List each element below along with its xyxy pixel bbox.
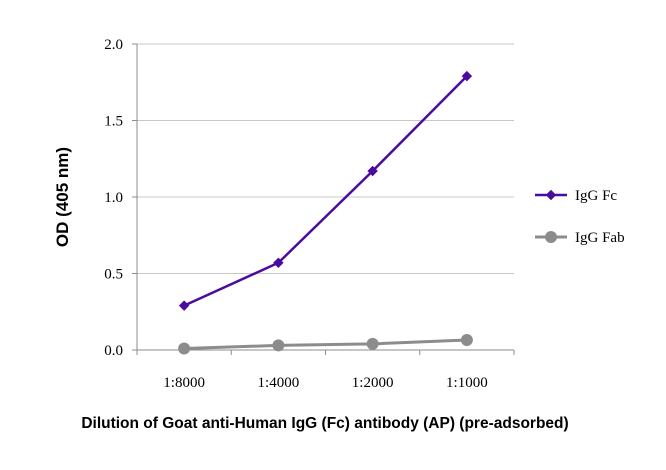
- y-tick-labels: 0.0 0.5 1.0 1.5 2.0: [104, 37, 123, 359]
- data-point: [178, 300, 190, 311]
- x-tick-label: 1:4000: [258, 375, 300, 391]
- y-tick-label: 2.0: [104, 37, 123, 53]
- y-tick-label: 0.5: [104, 267, 123, 283]
- x-tick-labels: 1:8000 1:4000 1:2000 1:1000: [163, 375, 487, 391]
- data-point: [273, 257, 284, 268]
- x-axis-label: Dilution of Goat anti-Human IgG (Fc) ant…: [81, 415, 568, 432]
- y-tick-label: 1.5: [104, 114, 123, 130]
- data-point: [272, 339, 285, 352]
- data-point: [367, 165, 378, 177]
- y-tick-label: 1.0: [104, 190, 123, 206]
- data-point: [366, 337, 379, 350]
- data-point: [178, 342, 191, 355]
- data-point: [460, 334, 473, 347]
- series-igg-fc: [178, 70, 473, 311]
- y-axis-label: OD (405 nm): [53, 147, 72, 247]
- series-igg-fab: [178, 334, 473, 355]
- legend-item: IgG Fc: [535, 188, 617, 204]
- legend-swatch-marker: [545, 231, 557, 243]
- legend-label: IgG Fc: [575, 188, 617, 204]
- series-line: [183, 75, 468, 307]
- x-tick-label: 1:2000: [352, 375, 394, 391]
- data-point: [461, 70, 473, 82]
- gridlines: [137, 43, 514, 274]
- x-tick-label: 1:1000: [446, 375, 488, 391]
- series-lines: [178, 70, 473, 355]
- legend-item: IgG Fab: [535, 230, 625, 246]
- legend-swatch-marker: [545, 189, 557, 201]
- legend-label: IgG Fab: [575, 230, 625, 246]
- axes: [132, 43, 515, 355]
- series-line: [184, 338, 467, 350]
- y-tick-label: 0.0: [104, 343, 123, 359]
- legend: IgG Fc IgG Fab: [535, 188, 625, 246]
- x-tick-label: 1:8000: [163, 375, 205, 391]
